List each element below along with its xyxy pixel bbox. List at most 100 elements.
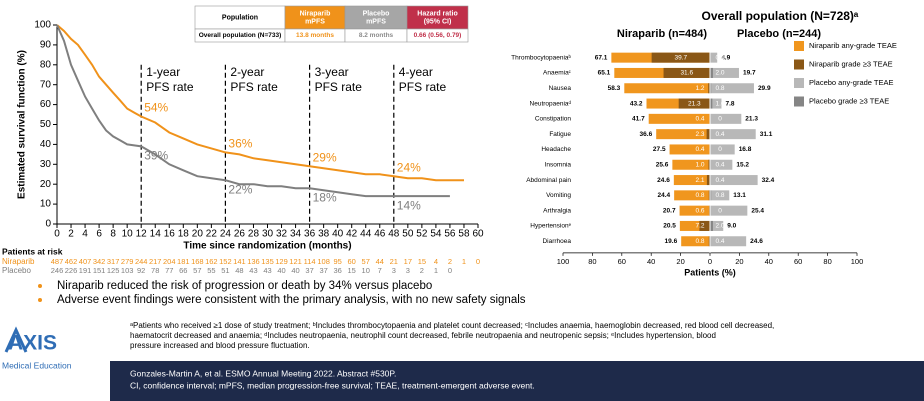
bar	[710, 236, 747, 247]
at-risk-count: 57	[193, 266, 201, 275]
x-tick-label: 60	[794, 257, 802, 266]
bar	[710, 220, 724, 231]
bar	[674, 190, 710, 201]
landmark-rate: 29%	[313, 150, 337, 164]
survival-curve	[56, 24, 464, 182]
y-tick-label: 40	[40, 139, 52, 150]
category-label: Arthralgia	[543, 207, 571, 214]
y-tick-label: 90	[40, 40, 52, 51]
value-label: 0.8	[715, 192, 724, 199]
at-risk-count: 4	[434, 257, 438, 266]
value-label: 0.8	[695, 192, 704, 199]
at-risk-count: 246	[51, 266, 64, 275]
at-risk-count: 217	[149, 257, 162, 266]
bar	[663, 67, 710, 78]
x-tick-label: 46	[374, 229, 386, 240]
category-label: Headache	[541, 146, 571, 153]
value-label: 19.6	[665, 238, 678, 245]
x-tick-label: 40	[332, 229, 344, 240]
value-label: 0.8	[695, 238, 704, 245]
at-risk-count: 204	[163, 257, 176, 266]
at-risk-count: 3	[406, 266, 410, 275]
value-label: 0	[718, 207, 722, 214]
at-risk-count: 44	[376, 257, 384, 266]
x-tick-label: 100	[557, 257, 570, 266]
category-label: Anaemiaᶜ	[543, 70, 572, 77]
value-label: 24.6	[657, 177, 670, 184]
at-risk-count: 135	[261, 257, 274, 266]
value-label: 0.6	[695, 207, 704, 214]
reference: Gonzales-Martin A, et al. ESMO Annual Me…	[130, 368, 396, 378]
at-risk-count: 57	[362, 257, 370, 266]
at-risk-count: 21	[390, 257, 398, 266]
x-tick-label: 2	[68, 229, 74, 240]
table-cell-text: 8.2 months	[359, 32, 394, 39]
landmark-rate: 24%	[397, 160, 421, 174]
bar	[710, 52, 718, 63]
at-risk-count: 141	[233, 257, 246, 266]
y-tick-label: 80	[40, 59, 52, 70]
at-risk-count: 152	[219, 257, 232, 266]
x-tick-label: 0	[708, 257, 712, 266]
category-label: Thrombocytopaeniaᵇ	[511, 54, 571, 61]
value-label: 0.4	[695, 116, 704, 123]
bar	[710, 98, 722, 109]
value-label: 39.7	[674, 54, 687, 61]
bar	[651, 52, 710, 63]
bar	[710, 159, 733, 170]
value-label: 41.7	[632, 116, 645, 123]
bar	[646, 98, 710, 109]
logo-shape	[4, 326, 28, 353]
bar	[710, 98, 713, 109]
x-tick-label: 28	[248, 229, 260, 240]
landmark-label: 2-year	[230, 65, 264, 79]
logo-subtitle: Medical Education	[2, 360, 72, 370]
x-tick-label: 18	[178, 229, 190, 240]
x-axis-label: Time since randomization (months)	[183, 241, 351, 252]
x-tick-label: 20	[676, 257, 684, 266]
value-label: 4.9	[721, 54, 730, 61]
bar	[699, 220, 710, 231]
at-risk-count: 40	[291, 266, 299, 275]
at-risk-count: 1	[434, 266, 438, 275]
at-risk-count: 181	[177, 257, 190, 266]
value-label: 24.6	[750, 238, 763, 245]
bar	[669, 144, 710, 155]
x-tick-label: 48	[388, 229, 400, 240]
legend-label: Niraparib any-grade TEAE	[809, 41, 897, 50]
landmark-rate: 39%	[144, 149, 168, 163]
at-risk-count: 162	[205, 257, 218, 266]
value-label: 20.5	[663, 223, 676, 230]
value-label: 43.2	[630, 100, 643, 107]
at-risk-name: Niraparib	[2, 257, 35, 266]
at-risk-count: 77	[165, 266, 173, 275]
bar	[710, 67, 739, 78]
at-risk-count: 40	[277, 266, 285, 275]
x-tick-label: 22	[206, 229, 218, 240]
value-label: 7.8	[725, 100, 734, 107]
bar	[710, 190, 712, 201]
x-tick-label: 60	[472, 229, 484, 240]
x-tick-label: 12	[136, 229, 148, 240]
at-risk-count: 151	[93, 266, 106, 275]
value-label: 0.4	[715, 238, 724, 245]
x-tick-label: 42	[346, 229, 358, 240]
value-label: 65.1	[598, 70, 611, 77]
category-label: Diarrhoea	[542, 238, 571, 245]
value-label: 19.7	[743, 70, 756, 77]
value-label: 21.3	[688, 100, 701, 107]
footnote: ᵃPatients who received ≥1 dose of study …	[130, 321, 774, 330]
bullet-dot	[38, 284, 42, 288]
bar	[679, 220, 710, 231]
value-label: 36.6	[640, 131, 653, 138]
at-risk-count: 17	[404, 257, 412, 266]
category-label: Insomnia	[545, 161, 572, 168]
at-risk-count: 2	[420, 266, 424, 275]
logo-name: AXIS	[8, 332, 57, 355]
table-cell	[406, 28, 469, 43]
bar	[672, 159, 710, 170]
bar	[624, 83, 710, 94]
y-tick-label: 30	[40, 159, 52, 170]
footnote: pressure increased and blood pressure fl…	[130, 341, 310, 350]
